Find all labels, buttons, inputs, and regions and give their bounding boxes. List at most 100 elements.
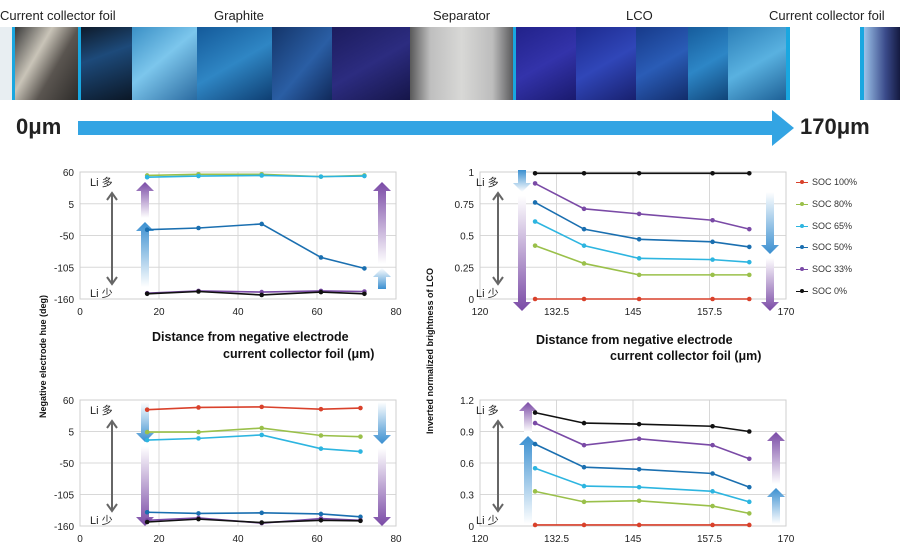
- data-point: [710, 272, 715, 278]
- data-point: [710, 257, 715, 262]
- label-lco: LCO: [626, 8, 653, 23]
- data-point: [746, 296, 752, 302]
- plot-frame: [479, 399, 787, 527]
- data-point: [636, 522, 642, 528]
- li-less-label: Li 少: [476, 514, 499, 527]
- data-point: [746, 259, 752, 265]
- y-tick-label: 0: [468, 295, 474, 306]
- data-point: [746, 226, 752, 232]
- chart-lco-discharging: 120 132.5 145 157.5 170 1.2 0.9 0.6 0.3 0 Li 多 Li 少: [460, 396, 795, 545]
- plot-frame: [79, 171, 397, 300]
- gradient-arrow: [513, 170, 531, 192]
- data-point: [532, 465, 538, 471]
- data-point: [581, 296, 587, 302]
- gradient-arrow: [519, 402, 537, 432]
- x-axis-title-right-line2: current collector foil (μm): [610, 349, 762, 363]
- data-point: [144, 407, 150, 413]
- data-point: [259, 520, 264, 525]
- data-point: [636, 498, 642, 504]
- data-point: [259, 404, 264, 410]
- data-point: [196, 429, 201, 435]
- data-point: [362, 173, 367, 179]
- gradient-arrow: [373, 182, 391, 264]
- x-tick-label: 0: [77, 307, 83, 318]
- data-point: [746, 499, 752, 505]
- label-graphite: Graphite: [214, 8, 264, 23]
- legend-soc-0: SOC 0%: [796, 286, 847, 296]
- x-tick-label: 20: [153, 534, 165, 545]
- x-tick-label: 120: [472, 307, 489, 318]
- data-point: [259, 173, 264, 178]
- data-point: [746, 170, 752, 176]
- data-point: [710, 471, 715, 476]
- y-tick-label: 5: [68, 200, 74, 211]
- data-point: [636, 237, 642, 242]
- data-point: [710, 423, 715, 429]
- y-tick-label: -105: [54, 491, 74, 502]
- data-point: [636, 421, 642, 427]
- y-tick-label: 0.75: [455, 200, 475, 211]
- series-line: [147, 511, 361, 518]
- gradient-arrow: [513, 196, 531, 311]
- chart-hue-discharging: 0 20 40 60 80 60 5 -50 -105 -160 Li 多 Li 少: [54, 396, 402, 545]
- y-tick-label: -50: [60, 232, 75, 243]
- y-tick-label: 5: [68, 428, 74, 439]
- data-point: [636, 467, 642, 472]
- y-tick-label: 60: [63, 396, 75, 407]
- data-point: [532, 489, 538, 494]
- x-axis-title-left-line1: Distance from negative electrode: [152, 330, 349, 344]
- y-tick-label: 60: [63, 168, 75, 179]
- y-tick-label: -105: [54, 263, 74, 274]
- data-point: [746, 244, 752, 250]
- x-tick-label: 40: [232, 307, 244, 318]
- data-point: [636, 256, 642, 261]
- legend-soc-65: SOC 65%: [796, 221, 852, 231]
- data-point: [581, 464, 587, 470]
- data-point: [636, 170, 642, 176]
- li-less-label: Li 少: [90, 287, 113, 300]
- legend-soc-50: SOC 50%: [796, 242, 852, 252]
- data-point: [532, 170, 538, 176]
- data-point: [581, 522, 587, 528]
- data-point: [710, 442, 715, 448]
- data-point: [358, 514, 363, 520]
- data-point: [532, 441, 538, 447]
- plot-frame: [79, 399, 397, 527]
- y-tick-label: -160: [54, 522, 74, 533]
- label-separator: Separator: [433, 8, 491, 23]
- gradient-arrow: [519, 436, 537, 524]
- y-tick-label: -160: [54, 295, 74, 306]
- data-point: [746, 484, 752, 490]
- data-point: [581, 499, 587, 505]
- data-point: [581, 226, 587, 232]
- gradient-arrow: [761, 258, 779, 311]
- data-point: [581, 206, 587, 212]
- gradient-arrow: [373, 268, 391, 289]
- data-point: [144, 429, 150, 435]
- data-point: [196, 289, 201, 294]
- scale-arrow: [78, 110, 794, 146]
- data-point: [581, 483, 587, 489]
- data-point: [746, 456, 752, 462]
- scale-start-label: 0μm: [16, 114, 62, 139]
- li-arrow-head-up: [492, 419, 504, 429]
- li-arrow-head-up: [492, 191, 504, 201]
- series-line: [147, 174, 365, 178]
- y-tick-label: 1.2: [460, 396, 474, 407]
- legend-soc-33: SOC 33%: [796, 264, 852, 274]
- data-point: [581, 261, 587, 266]
- data-point: [318, 255, 324, 260]
- data-point: [318, 174, 324, 179]
- li-arrow-head-down: [492, 503, 504, 513]
- x-tick-label: 60: [311, 534, 323, 545]
- data-point: [710, 239, 715, 245]
- data-point: [318, 517, 324, 523]
- x-tick-label: 132.5: [544, 307, 569, 318]
- series-line: [534, 422, 750, 460]
- li-arrow-head-up: [106, 191, 118, 201]
- data-point: [362, 291, 367, 297]
- data-point: [710, 489, 715, 494]
- data-point: [581, 442, 587, 448]
- data-point: [259, 425, 264, 431]
- x-tick-label: 145: [625, 307, 642, 318]
